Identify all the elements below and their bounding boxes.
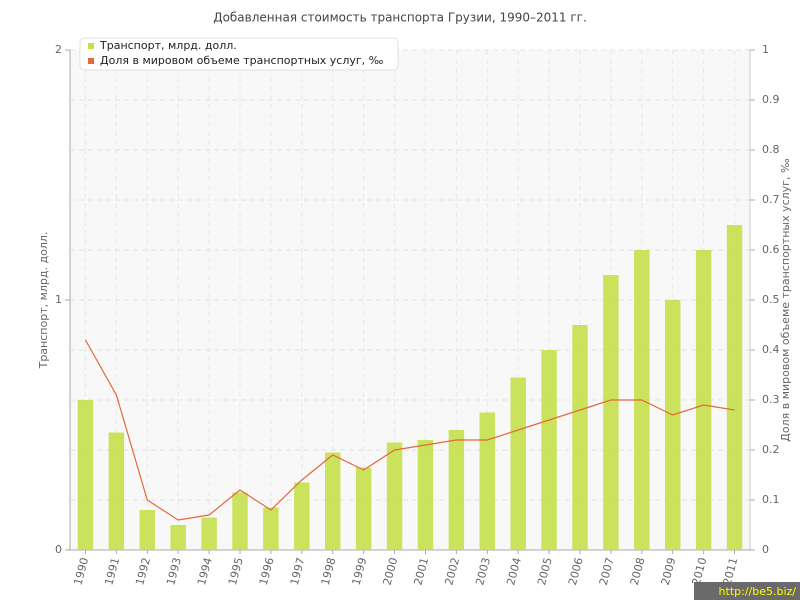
- x-tick-label: 2006: [566, 556, 586, 586]
- bar: [417, 440, 434, 550]
- y2-tick-label: 0.2: [762, 443, 780, 456]
- bar: [479, 412, 495, 550]
- y2-tick-label: 0.8: [762, 143, 780, 156]
- x-tick-label: 1999: [350, 556, 370, 586]
- watermark-bg: [694, 582, 800, 600]
- x-tick-label: 2000: [381, 556, 401, 586]
- bar: [232, 492, 248, 550]
- watermark: http://be5.biz/: [719, 585, 797, 598]
- x-tick-label: 2001: [411, 556, 431, 586]
- x-tick-label: 1996: [257, 556, 277, 586]
- bar: [263, 507, 279, 550]
- bar: [665, 300, 681, 550]
- legend-swatch: [88, 58, 94, 64]
- bar: [77, 400, 94, 550]
- bar: [603, 275, 619, 550]
- x-tick-label: 1992: [133, 556, 153, 586]
- bar: [572, 325, 588, 550]
- bar: [541, 350, 557, 550]
- legend-box: [79, 37, 399, 71]
- y2-tick-label: 0.3: [762, 393, 780, 406]
- x-tick-label: 1990: [71, 556, 91, 586]
- bar: [201, 517, 217, 550]
- bar: [510, 377, 526, 550]
- bar: [108, 432, 125, 550]
- y2-tick-label: 0.6: [762, 243, 780, 256]
- y-tick-label: 2: [55, 43, 62, 56]
- legend-label: Доля в мировом объеме транспортных услуг…: [100, 54, 384, 67]
- x-tick-label: 2003: [473, 556, 493, 586]
- bar: [355, 467, 372, 550]
- y2-tick-label: 0.7: [762, 193, 780, 206]
- bar: [294, 482, 310, 550]
- x-tick-label: 2009: [659, 556, 679, 586]
- bar: [448, 430, 465, 550]
- x-tick-label: 2005: [535, 556, 555, 586]
- line: [84, 339, 735, 521]
- x-tick-label: 1998: [319, 556, 339, 586]
- x-tick-label: 2002: [442, 556, 462, 586]
- x-tick-label: 1991: [102, 556, 122, 586]
- x-tick-label: 1994: [195, 556, 215, 586]
- y2-tick-label: 0.4: [762, 343, 780, 356]
- y-axis-title: Транспорт, млрд. долл.: [37, 232, 50, 370]
- legend: Транспорт, млрд. долл. Доля в мировом объ…: [79, 37, 399, 71]
- y-tick-label: 1: [55, 293, 62, 306]
- legend-swatch: [88, 43, 94, 49]
- y2-tick-label: 0: [762, 543, 769, 556]
- y2-axis-title: Доля в мировом объеме транспортных услуг…: [779, 158, 792, 442]
- x-tick-label: 1997: [288, 556, 308, 586]
- y2-tick-label: 0.5: [762, 293, 780, 306]
- bar: [170, 525, 186, 550]
- x-tick-label: 1995: [226, 556, 246, 586]
- y2-tick-label: 0.9: [762, 93, 780, 106]
- bar: [139, 510, 155, 550]
- y2-tick-label: 1: [762, 43, 769, 56]
- bar: [386, 442, 403, 550]
- chart-title: Добавленная стоимость транспорта Грузии,…: [213, 11, 587, 25]
- y2-tick-label: 0.1: [762, 493, 780, 506]
- x-tick-label: 1993: [164, 556, 184, 586]
- bar: [325, 452, 341, 550]
- x-tick-label: 2007: [597, 556, 617, 586]
- legend-label: Транспорт, млрд. долл.: [99, 39, 237, 52]
- bar: [695, 250, 712, 550]
- y-tick-label: 0: [55, 543, 62, 556]
- bar: [726, 225, 743, 550]
- x-tick-label: 2004: [504, 556, 524, 586]
- x-tick-label: 2008: [628, 556, 648, 586]
